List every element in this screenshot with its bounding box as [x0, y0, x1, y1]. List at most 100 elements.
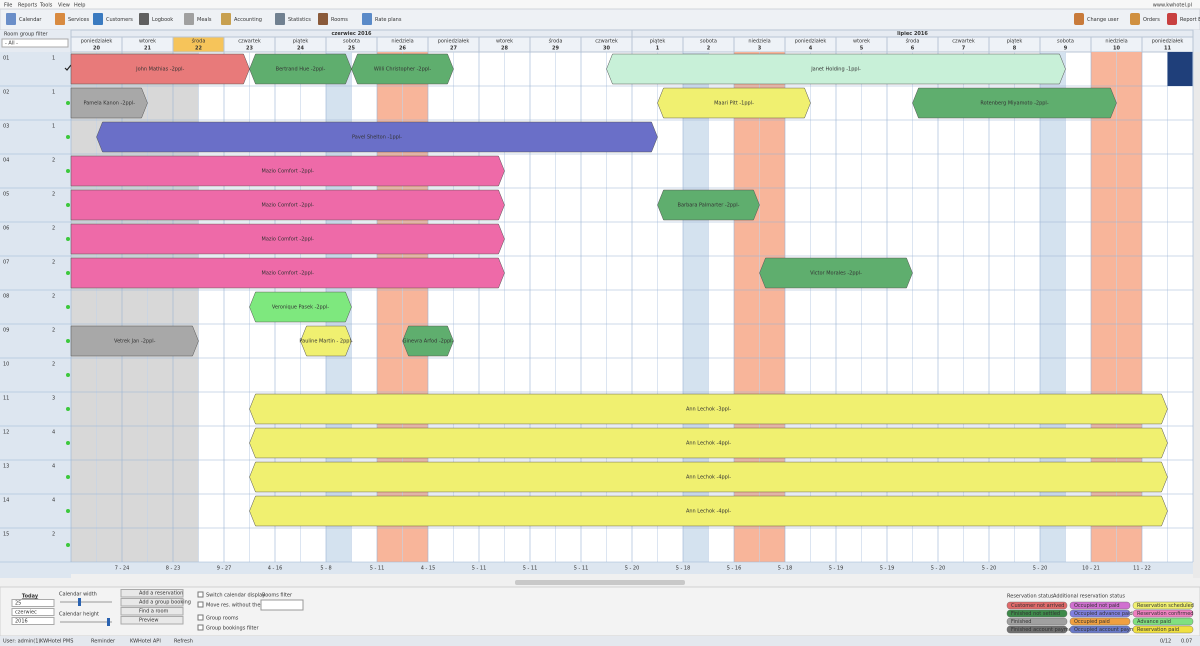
toolbar-button[interactable]: Services: [68, 17, 89, 23]
checkbox[interactable]: [197, 601, 204, 608]
guest-name[interactable]: Ann Lechok -4ppl-: [686, 441, 731, 447]
guest-name[interactable]: Rotenberg Miyamoto -2ppl-: [980, 101, 1048, 107]
toolbar-button[interactable]: Rooms: [331, 17, 348, 23]
reservation[interactable]: [657, 87, 811, 119]
button-label[interactable]: Add a reservation: [139, 591, 183, 597]
guest-name[interactable]: Ann Lechok -4ppl-: [686, 475, 731, 481]
guest-name[interactable]: Maari Pitt -1ppl-: [714, 101, 754, 107]
toolbar-button[interactable]: Accounting: [234, 17, 262, 23]
guest-name[interactable]: Pauline Martin - 2ppl-: [299, 339, 352, 345]
toolbar-button[interactable]: Report Error: [1180, 17, 1200, 23]
reservation[interactable]: [657, 189, 760, 221]
guest-name[interactable]: Victor Morales -2ppl-: [810, 271, 862, 277]
guest-name[interactable]: Ann Lechok -3ppl-: [686, 407, 731, 413]
toolbar-icon[interactable]: [275, 13, 285, 25]
reservation[interactable]: [606, 53, 1066, 85]
guest-name[interactable]: Janet Holding -1ppl-: [810, 67, 861, 73]
guest-name[interactable]: John Mathias -2ppl-: [135, 67, 184, 73]
checkbox[interactable]: [197, 591, 204, 598]
guest-name[interactable]: Vetrek Jan -2ppl-: [114, 339, 156, 345]
toolbar-button[interactable]: Logbook: [152, 17, 173, 23]
toolbar-icon[interactable]: [55, 13, 65, 25]
button-label[interactable]: Add a group booking: [139, 600, 191, 606]
toolbar-icon[interactable]: [1074, 13, 1084, 25]
guest-name[interactable]: Veronique Pasek -2ppl-: [272, 305, 329, 311]
menu-item[interactable]: Help: [74, 3, 85, 9]
toolbar-icon[interactable]: [139, 13, 149, 25]
action-button[interactable]: [120, 598, 184, 607]
reservation[interactable]: [300, 325, 352, 357]
toolbar-icon[interactable]: [184, 13, 194, 25]
action-button[interactable]: [120, 616, 184, 625]
guest-name[interactable]: Ann Lechok -4ppl-: [686, 509, 731, 515]
toolbar-icon[interactable]: [6, 13, 16, 25]
toolbar-icon[interactable]: [362, 13, 372, 25]
selected-cell[interactable]: [1167, 52, 1193, 86]
toolbar-button[interactable]: Statistics: [288, 17, 311, 23]
slider-thumb[interactable]: [78, 598, 81, 606]
action-button[interactable]: [120, 589, 184, 598]
guest-name[interactable]: Bertrand Hue -2ppl-: [276, 67, 326, 73]
reservation[interactable]: [96, 121, 658, 153]
rooms-filter-input[interactable]: [260, 599, 304, 611]
filter-select[interactable]: [1, 38, 69, 48]
toolbar-icon[interactable]: [93, 13, 103, 25]
vertical-scrollbar[interactable]: [1193, 52, 1200, 580]
date-field[interactable]: [11, 599, 55, 607]
toolbar-button[interactable]: Change user: [1087, 17, 1120, 23]
date-field[interactable]: [11, 617, 55, 625]
toolbar-icon[interactable]: [318, 13, 328, 25]
menu-item[interactable]: View: [58, 3, 70, 9]
guest-name[interactable]: Mazio Comfort -2ppl-: [262, 203, 315, 209]
toolbar-button[interactable]: Customers: [106, 17, 133, 23]
status-item[interactable]: Reminder: [91, 639, 116, 645]
guest-name[interactable]: Willi Christopher -2ppl-: [374, 67, 431, 73]
reservation[interactable]: [759, 257, 913, 289]
date-value[interactable]: 2016: [15, 619, 28, 625]
guest-name[interactable]: Barbara Palmarter -2ppl-: [678, 203, 740, 209]
menu-item[interactable]: Tools: [39, 3, 53, 9]
guest-name[interactable]: Ginevra Arfod -2ppl-: [403, 339, 454, 345]
button-label[interactable]: Find a room: [139, 609, 169, 615]
guest-name[interactable]: Mazio Comfort -2ppl-: [262, 271, 315, 277]
reservation[interactable]: [351, 53, 454, 85]
reservation[interactable]: [912, 87, 1117, 119]
date-value[interactable]: czerwiec: [15, 610, 37, 616]
reservation[interactable]: [70, 155, 505, 187]
reservation[interactable]: [249, 461, 1168, 493]
guest-name[interactable]: Mazio Comfort -2ppl-: [262, 169, 315, 175]
toolbar-icon[interactable]: [1167, 13, 1177, 25]
toolbar-icon[interactable]: [1130, 13, 1140, 25]
button-label[interactable]: Preview: [139, 618, 158, 624]
checkbox[interactable]: [197, 624, 204, 631]
guest-name[interactable]: Pavel Shelton -1ppl-: [352, 135, 402, 141]
status-item[interactable]: KWHotel API: [130, 639, 161, 645]
menu-item[interactable]: File: [4, 3, 12, 9]
menu-item[interactable]: Reports: [18, 3, 38, 9]
guest-name[interactable]: Pamela Kanon -2ppl-: [83, 101, 135, 107]
toolbar-icon[interactable]: [221, 13, 231, 25]
guest-name[interactable]: Mazio Comfort -2ppl-: [262, 237, 315, 243]
reservation[interactable]: [70, 257, 505, 289]
toolbar-button[interactable]: Orders: [1143, 17, 1160, 23]
date-field[interactable]: [11, 608, 55, 616]
toolbar-button[interactable]: Meals: [197, 17, 212, 23]
checkbox[interactable]: [197, 614, 204, 621]
reservation[interactable]: [249, 427, 1168, 459]
slider-thumb[interactable]: [107, 618, 110, 626]
reservation[interactable]: [249, 393, 1168, 425]
site-link[interactable]: www.kwhotel.pl: [1153, 3, 1192, 9]
date-value[interactable]: 25: [15, 601, 21, 607]
status-item[interactable]: Refresh: [174, 639, 193, 645]
today-link[interactable]: Today: [22, 594, 39, 600]
toolbar-button[interactable]: Calendar: [19, 17, 42, 23]
scroll-thumb[interactable]: [515, 580, 685, 585]
reservation[interactable]: [70, 325, 199, 357]
toolbar-button[interactable]: Rate plans: [375, 17, 402, 23]
reservation[interactable]: [249, 291, 352, 323]
reservation[interactable]: [249, 495, 1168, 527]
reservation[interactable]: [70, 87, 148, 119]
reservation[interactable]: [70, 189, 505, 221]
reservation[interactable]: [70, 53, 250, 85]
filter-value[interactable]: - All -: [5, 41, 18, 47]
